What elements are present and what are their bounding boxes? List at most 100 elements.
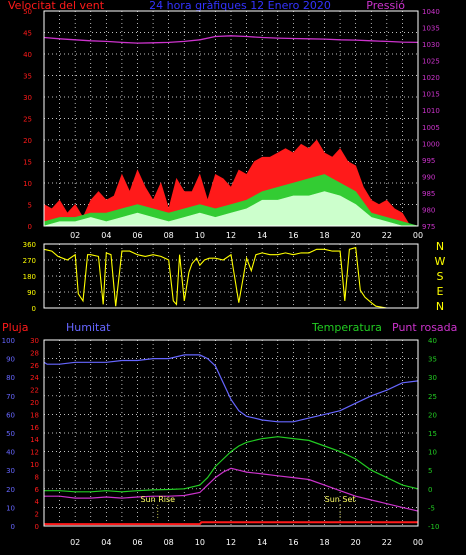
- wind-pressure-panel: 24 hora gràfiques 12 Enero 2020 Velocita…: [8, 0, 440, 240]
- wind-axis-label: Velocitat del vent: [8, 0, 105, 12]
- wind-tick-label: 5: [28, 202, 32, 210]
- direction-tick-label: 180: [23, 273, 36, 281]
- rain-line: [44, 521, 418, 526]
- compass-label: E: [437, 285, 444, 298]
- hour-tick-label: 02: [70, 538, 80, 547]
- pressure-tick-label: 1035: [422, 25, 440, 33]
- thermo-plot-frame: [43, 339, 419, 527]
- wind-tick-labels: 0510152025303540455097598098599099510001…: [23, 8, 440, 240]
- pressure-tick-label: 1015: [422, 91, 440, 99]
- direction-series: [43, 246, 418, 309]
- temperature-tick-label: 25: [428, 393, 437, 401]
- hour-tick-label: 02: [70, 231, 80, 240]
- humidity-tick-label: 0: [11, 523, 15, 531]
- sun-annotations: Sun Rise Sun Set: [140, 495, 356, 520]
- temperature-tick-label: 35: [428, 356, 437, 364]
- thermo-grid: [44, 340, 418, 526]
- humidity-tick-label: 50: [6, 430, 15, 438]
- rain-tick-label: 6: [35, 486, 40, 494]
- hour-tick-label: 08: [164, 538, 174, 547]
- humidity-line: [43, 354, 419, 423]
- pressure-tick-label: 1010: [422, 107, 440, 115]
- rain-tick-label: 20: [30, 399, 39, 407]
- wind-tick-label: 50: [23, 8, 32, 16]
- wind-plot-frame: [43, 10, 419, 227]
- pressure-tick-label: 980: [422, 206, 435, 214]
- temperature-tick-label: 15: [428, 430, 437, 438]
- hour-tick-label: 16: [288, 231, 298, 240]
- rain-tick-label: 16: [30, 424, 39, 432]
- compass-label: N: [436, 240, 444, 253]
- humidity-tick-label: 80: [6, 374, 15, 382]
- humidity-tick-label: 90: [6, 356, 15, 364]
- hour-tick-label: 18: [319, 231, 329, 240]
- pressure-tick-label: 1005: [422, 124, 440, 132]
- temperature-axis-label: Temperatura: [311, 321, 382, 334]
- rain-axis-label: Pluja: [2, 321, 28, 334]
- hour-tick-label: 06: [132, 538, 142, 547]
- temperature-tick-label: 5: [428, 467, 432, 475]
- humidity-tick-label: 20: [6, 486, 15, 494]
- hour-tick-label: 14: [257, 538, 267, 547]
- temperature-tick-label: 30: [428, 374, 437, 382]
- direction-tick-label: 90: [27, 289, 36, 297]
- temperature-tick-label: 10: [428, 449, 437, 457]
- chart-title: 24 hora gràfiques 12 Enero 2020: [149, 0, 331, 12]
- pressure-axis-label: Pressió: [366, 0, 405, 12]
- pressure-tick-label: 985: [422, 190, 435, 198]
- direction-line: [43, 246, 418, 309]
- wind-minimum-area: [43, 191, 418, 227]
- pressure-tick-label: 1030: [422, 41, 440, 49]
- humidity-tick-label: 10: [6, 504, 15, 512]
- rain-tick-label: 8: [35, 473, 39, 481]
- hour-tick-label: 16: [288, 538, 298, 547]
- hour-tick-label: 10: [195, 231, 205, 240]
- sun-annotation-label: Sun Set: [325, 495, 356, 504]
- pressure-tick-label: 1040: [422, 8, 440, 16]
- hour-tick-label: 10: [195, 538, 205, 547]
- hour-tick-label: 08: [164, 231, 174, 240]
- pressure-tick-label: 975: [422, 223, 435, 231]
- humidity-tick-label: 60: [6, 411, 15, 419]
- rain-tick-label: 4: [35, 498, 40, 506]
- compass-label: W: [435, 255, 446, 268]
- humidity-axis-label: Humitat: [66, 321, 111, 334]
- wind-tick-label: 40: [23, 51, 32, 59]
- hour-tick-label: 20: [351, 538, 361, 547]
- rain-tick-label: 2: [35, 511, 39, 519]
- pressure-tick-label: 1000: [422, 140, 440, 148]
- temperature-tick-label: -10: [428, 523, 439, 531]
- hour-tick-label: 18: [319, 538, 329, 547]
- temperature-tick-label: 0: [428, 486, 432, 494]
- thermo-tick-labels: 0102030405060708090100024681012141618202…: [2, 337, 440, 547]
- humidity-tick-label: 30: [6, 467, 15, 475]
- pressure-tick-label: 1025: [422, 58, 440, 66]
- hour-tick-label: 00: [413, 538, 423, 547]
- wind-tick-label: 30: [23, 94, 32, 102]
- direction-tick-label: 0: [32, 305, 36, 313]
- temperature-tick-label: -5: [428, 504, 435, 512]
- wind-tick-label: 0: [28, 223, 32, 231]
- thermo-series: [43, 354, 419, 526]
- temperature-tick-label: 40: [428, 337, 437, 345]
- temperature-line: [44, 436, 419, 493]
- wind-tick-label: 25: [23, 116, 32, 124]
- hour-tick-label: 04: [101, 538, 111, 547]
- rain-tick-label: 12: [30, 449, 39, 457]
- wind-series: [43, 35, 419, 227]
- hour-tick-label: 00: [413, 231, 423, 240]
- humidity-tick-label: 70: [6, 393, 15, 401]
- hour-tick-label: 04: [101, 231, 111, 240]
- wind-tick-label: 20: [23, 137, 32, 145]
- rain-tick-label: 18: [30, 411, 39, 419]
- hour-tick-label: 22: [382, 231, 392, 240]
- wind-tick-label: 10: [23, 180, 32, 188]
- dewpoint-axis-label: Punt rosada: [392, 321, 457, 334]
- pressure-tick-label: 995: [422, 157, 435, 165]
- hour-tick-label: 14: [257, 231, 267, 240]
- pressure-tick-label: 990: [422, 173, 435, 181]
- temperature-tick-label: 20: [428, 411, 437, 419]
- rain-tick-label: 30: [30, 337, 39, 345]
